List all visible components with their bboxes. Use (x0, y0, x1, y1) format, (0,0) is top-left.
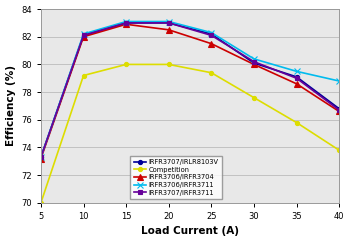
IRFR3706/IRFR3711 (82, 32, 86, 35)
IRFR3706/IRFR3704 (209, 42, 214, 45)
IRFR3706/IRFR3704 (167, 28, 171, 31)
IRFR3707/IRFR3711 (337, 109, 341, 112)
IRFR3707/IRLR8103V (82, 34, 86, 37)
Competition (294, 121, 299, 124)
IRFR3706/IRFR3704 (82, 35, 86, 38)
Y-axis label: Efficiency (%): Efficiency (%) (6, 65, 15, 146)
IRFR3706/IRFR3711 (294, 70, 299, 73)
Line: IRFR3706/IRFR3704: IRFR3706/IRFR3704 (38, 22, 342, 161)
Competition (252, 96, 256, 99)
IRFR3706/IRFR3704 (337, 110, 341, 113)
IRFR3707/IRFR3711 (294, 77, 299, 80)
Competition (167, 63, 171, 66)
Competition (209, 71, 214, 74)
IRFR3706/IRFR3711 (209, 31, 214, 34)
IRFR3706/IRFR3711 (252, 57, 256, 60)
IRFR3706/IRFR3711 (337, 80, 341, 83)
IRFR3706/IRFR3711 (124, 20, 128, 23)
IRFR3706/IRFR3704 (39, 157, 43, 160)
IRFR3707/IRLR8103V (252, 62, 256, 65)
IRFR3707/IRFR3711 (252, 60, 256, 63)
Line: IRFR3707/IRLR8103V: IRFR3707/IRLR8103V (39, 21, 341, 159)
IRFR3707/IRLR8103V (167, 22, 171, 24)
Line: IRFR3706/IRFR3711: IRFR3706/IRFR3711 (37, 18, 343, 161)
X-axis label: Load Current (A): Load Current (A) (141, 227, 239, 236)
Legend: IRFR3707/IRLR8103V, Competition, IRFR3706/IRFR3704, IRFR3706/IRFR3711, IRFR3707/: IRFR3707/IRLR8103V, Competition, IRFR370… (131, 156, 222, 199)
IRFR3706/IRFR3704 (252, 63, 256, 66)
IRFR3707/IRLR8103V (124, 22, 128, 24)
IRFR3707/IRFR3711 (82, 34, 86, 37)
IRFR3707/IRLR8103V (39, 156, 43, 159)
IRFR3707/IRFR3711 (209, 34, 214, 37)
IRFR3707/IRFR3711 (39, 156, 43, 159)
IRFR3707/IRFR3711 (124, 22, 128, 24)
IRFR3706/IRFR3711 (39, 156, 43, 159)
Competition (124, 63, 128, 66)
IRFR3706/IRFR3704 (124, 23, 128, 26)
Line: Competition: Competition (39, 62, 341, 205)
IRFR3707/IRLR8103V (337, 107, 341, 110)
Competition (82, 74, 86, 77)
IRFR3706/IRFR3704 (294, 82, 299, 85)
Competition (39, 201, 43, 204)
Competition (337, 149, 341, 152)
IRFR3707/IRFR3711 (167, 22, 171, 24)
IRFR3706/IRFR3711 (167, 20, 171, 23)
Line: IRFR3707/IRFR3711: IRFR3707/IRFR3711 (39, 21, 341, 159)
IRFR3707/IRLR8103V (209, 32, 214, 35)
IRFR3707/IRLR8103V (294, 76, 299, 78)
